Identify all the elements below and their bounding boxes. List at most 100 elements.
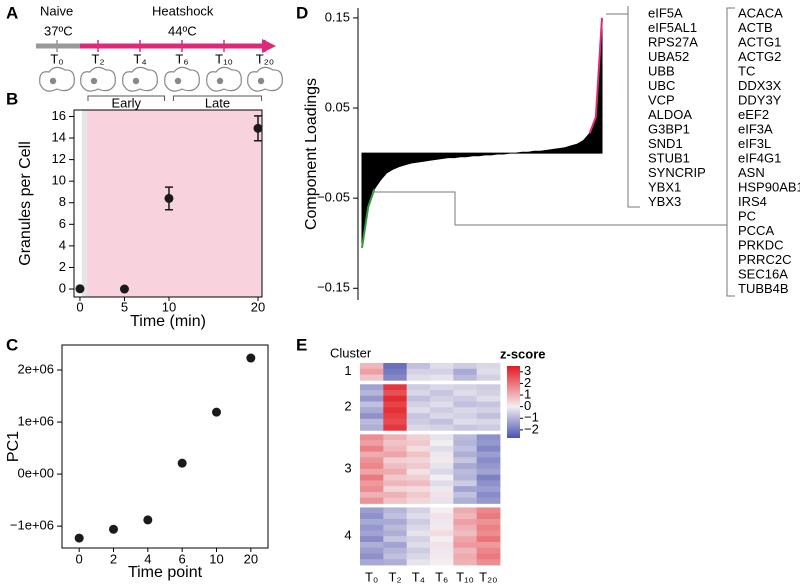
- timepoint-label: T₀: [50, 51, 63, 66]
- heatmap-cell: [360, 401, 384, 408]
- heatmap-cell: [360, 457, 384, 464]
- heatmap-cell: [453, 390, 478, 397]
- heatmap-cell: [360, 407, 384, 414]
- heatmap-cell: [453, 418, 478, 425]
- heatmap-cell: [430, 491, 454, 499]
- heatmap-cell: [406, 424, 431, 431]
- y-tick-label: 0e+00: [17, 466, 54, 481]
- gene-label: eIF5A: [648, 5, 683, 20]
- bracket: [87, 95, 166, 101]
- heatmap-cell: [430, 468, 454, 476]
- point: [109, 524, 118, 534]
- cluster-label: 2: [344, 399, 351, 414]
- cell: [39, 66, 75, 92]
- heatmap-cell: [430, 547, 454, 554]
- heatmap-cell: [406, 457, 431, 464]
- gene-label: eIF3L: [738, 136, 771, 151]
- heatmap-cell: [383, 513, 408, 520]
- heatmap-cell: [476, 468, 501, 476]
- heatmap-cell: [476, 407, 501, 414]
- x-tick-label: 20: [251, 299, 265, 314]
- heatmap-cell: [383, 401, 408, 408]
- heatmap-cell: [360, 445, 384, 453]
- heatmap-cell: [476, 374, 501, 381]
- heatmap-cell: [453, 486, 478, 493]
- x-tick-label: T₀: [365, 569, 378, 584]
- heatmap-cell: [453, 468, 478, 476]
- heatmap-cell: [430, 553, 454, 560]
- heatmap-cell: [476, 384, 501, 391]
- loading-area: [361, 17, 603, 248]
- heatmap-cell: [430, 424, 454, 431]
- phase-label: Naive: [40, 3, 73, 18]
- heatmap-cell: [453, 513, 478, 520]
- heatmap-cell: [360, 530, 384, 537]
- heatmap-cell: [360, 497, 384, 504]
- heatmap-cell: [383, 541, 408, 549]
- timepoint-label: T₂: [92, 51, 105, 66]
- gene-label: ASN: [738, 165, 765, 180]
- heatmap-cell: [430, 374, 454, 381]
- heatmap-cell: [383, 468, 408, 476]
- point: [246, 353, 256, 363]
- heatmap-cell: [383, 486, 408, 493]
- heatmap-cell: [406, 524, 431, 531]
- nucleus: [49, 77, 57, 85]
- heatmap-cell: [453, 424, 478, 431]
- heatmap-cell: [383, 559, 408, 566]
- heatmap-cell: [476, 401, 501, 408]
- gene-label: DDY3Y: [738, 92, 782, 107]
- y-tick-label: −0.15: [317, 280, 350, 295]
- heatmap-cell: [383, 368, 408, 375]
- heatmap-cell: [453, 413, 478, 420]
- point: [212, 407, 221, 417]
- heatmap-cell: [453, 451, 478, 458]
- heatmap-cell: [476, 547, 501, 554]
- heatmap-cell: [383, 384, 408, 391]
- heatmap-cell: [360, 553, 384, 560]
- phase-label: Heatshock: [152, 3, 214, 18]
- heatmap-cell: [383, 518, 408, 526]
- heatmap-cell: [406, 518, 431, 526]
- x-tick-label: 10: [209, 551, 223, 566]
- heatmap-cell: [476, 524, 501, 531]
- gene-label: PC: [738, 208, 756, 223]
- heatmap-cell: [476, 474, 501, 481]
- panel-label: D: [296, 3, 308, 22]
- cluster-label: 1: [344, 363, 351, 378]
- heatmap-cell: [383, 474, 408, 481]
- heatmap-cell: [453, 434, 478, 441]
- nucleus: [174, 77, 182, 85]
- heatmap-cell: [476, 553, 501, 560]
- heatmap-cell: [406, 541, 431, 549]
- panel-label: A: [6, 3, 18, 22]
- y-tick-label: 6: [59, 216, 66, 231]
- x-tick-label: T₁₀: [456, 569, 474, 584]
- cell: [247, 66, 283, 92]
- heatmap-cell: [383, 553, 408, 560]
- heatmap-cell: [430, 418, 454, 425]
- heatmap-cell: [430, 401, 454, 408]
- heatmap-cell: [383, 524, 408, 531]
- x-tick-label: 0: [76, 551, 83, 566]
- heatmap-cell: [406, 395, 431, 402]
- heatmap-cell: [453, 480, 478, 487]
- y-tick-label: 0.15: [325, 9, 350, 24]
- heatmap-cell: [453, 530, 478, 537]
- heatmap-cell: [360, 395, 384, 402]
- heatmap-cell: [453, 507, 478, 514]
- heatmap-cell: [430, 474, 454, 481]
- x-tick-label: 5: [121, 299, 128, 314]
- x-tick-label: 2: [110, 551, 117, 566]
- gene-label: ACTG2: [738, 49, 781, 64]
- heatmap-cell: [430, 451, 454, 458]
- positive-bracket: [606, 6, 640, 208]
- heatmap-cell: [430, 407, 454, 414]
- heatmap-cell: [453, 474, 478, 481]
- heatmap-cell: [406, 368, 431, 375]
- heatmap-cell: [430, 513, 454, 520]
- cluster-title: Cluster: [330, 345, 372, 360]
- y-axis-title: PC1: [5, 431, 22, 462]
- heatmap-cell: [383, 413, 408, 420]
